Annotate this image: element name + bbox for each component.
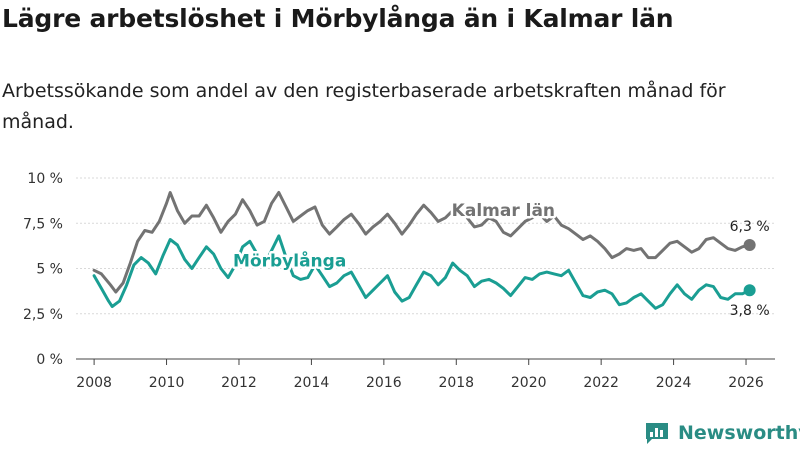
y-tick-label: 0 % [36, 352, 63, 368]
series-end-label: 6,3 % [730, 219, 770, 235]
chart-subtitle: Arbetssökande som andel av den registerb… [2, 80, 726, 133]
logo-text: Newsworthy [678, 422, 800, 444]
series-end-point [743, 238, 756, 251]
series-end-label: 3,8 % [730, 303, 770, 319]
x-tick-label: 2014 [294, 375, 330, 391]
x-tick-label: 2016 [366, 375, 402, 391]
y-tick-label: 7,5 % [23, 216, 63, 232]
newsworthy-logo-icon [646, 423, 668, 444]
series-end-point [743, 284, 756, 297]
series-line-morbylanga [92, 234, 752, 310]
x-tick-label: 2024 [656, 375, 692, 391]
x-tick-label: 2026 [728, 375, 764, 391]
y-tick-label: 5 % [36, 262, 63, 278]
x-tick-label: 2018 [438, 375, 474, 391]
x-tick-label: 2020 [511, 375, 547, 391]
newsworthy-logo[interactable]: Newsworthy [644, 420, 800, 446]
y-tick-label: 2,5 % [23, 307, 63, 323]
series-line-kalmar [92, 191, 752, 294]
x-tick-label: 2022 [583, 375, 619, 391]
x-tick-label: 2008 [76, 375, 112, 391]
series-name-label: Kalmar län [452, 201, 555, 221]
y-tick-label: 10 % [27, 171, 63, 187]
series-name-label: Mörbylånga [233, 250, 346, 272]
x-tick-label: 2012 [221, 375, 257, 391]
x-tick-label: 2010 [149, 375, 185, 391]
chart-title: Lägre arbetslöshet i Mörbylånga än i Kal… [2, 4, 674, 33]
